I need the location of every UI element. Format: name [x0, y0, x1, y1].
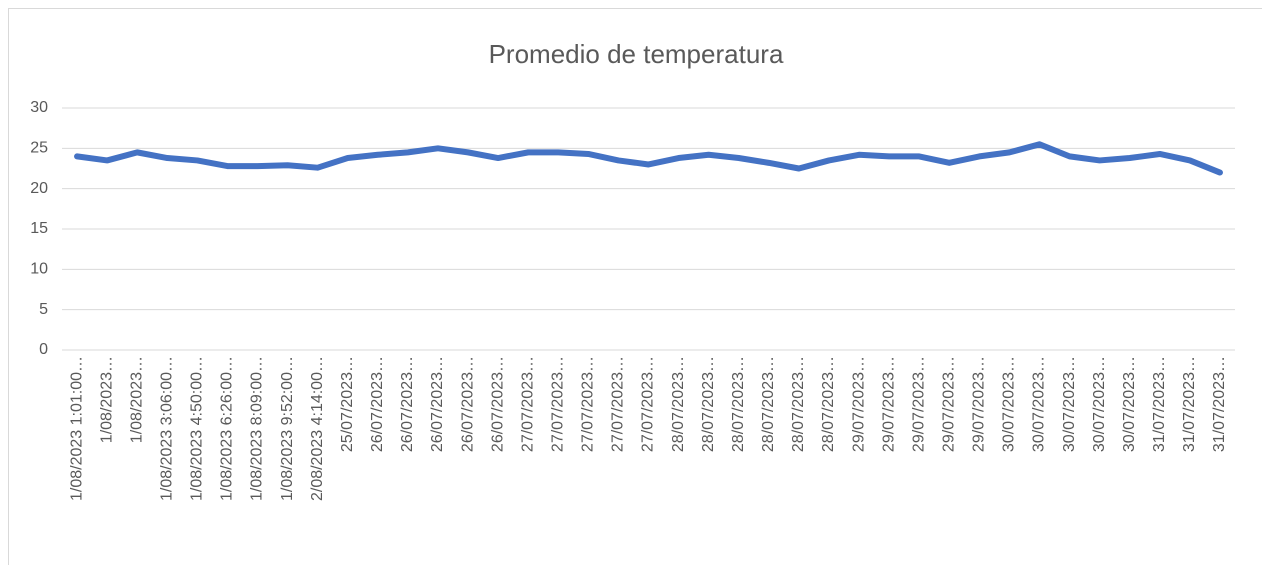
x-tick-label: 31/07/2023… — [1181, 356, 1198, 452]
x-tick-label: 30/07/2023… — [1121, 356, 1138, 452]
x-tick-label: 31/07/2023… — [1151, 356, 1168, 452]
x-tick-label: 29/07/2023… — [910, 356, 927, 452]
x-tick-label: 26/07/2023… — [459, 356, 476, 452]
x-tick-label: 1/08/2023 8:09:00… — [249, 356, 266, 501]
x-tick-label: 31/07/2023… — [1211, 356, 1228, 452]
y-tick-label: 10 — [30, 261, 48, 278]
x-tick-label: 1/08/2023… — [98, 356, 115, 443]
x-tick-label: 2/08/2023 4:14:00… — [309, 356, 326, 501]
x-tick-label: 1/08/2023 4:50:00… — [189, 356, 206, 501]
x-tick-label: 26/07/2023… — [429, 356, 446, 452]
x-tick-label: 29/07/2023… — [971, 356, 988, 452]
x-tick-label: 30/07/2023… — [1091, 356, 1108, 452]
x-tick-label: 28/07/2023… — [760, 356, 777, 452]
x-tick-label: 29/07/2023… — [940, 356, 957, 452]
x-tick-label: 1/08/2023 1:01:00… — [68, 356, 85, 501]
x-tick-label: 27/07/2023… — [549, 356, 566, 452]
chart-border — [8, 8, 1262, 565]
x-tick-label: 26/07/2023… — [399, 356, 416, 452]
x-tick-label: 30/07/2023… — [1001, 356, 1018, 452]
x-tick-label: 28/07/2023… — [730, 356, 747, 452]
x-tick-label: 28/07/2023… — [820, 356, 837, 452]
y-tick-label: 0 — [39, 341, 48, 358]
x-tick-label: 27/07/2023… — [580, 356, 597, 452]
x-tick-label: 29/07/2023… — [880, 356, 897, 452]
y-tick-label: 25 — [30, 140, 48, 157]
y-tick-label: 30 — [30, 99, 48, 116]
x-tick-label: 1/08/2023… — [128, 356, 145, 443]
x-tick-label: 27/07/2023… — [519, 356, 536, 452]
y-tick-label: 15 — [30, 220, 48, 237]
x-tick-label: 25/07/2023… — [339, 356, 356, 452]
x-tick-label: 26/07/2023… — [369, 356, 386, 452]
x-tick-label: 1/08/2023 3:06:00… — [158, 356, 175, 501]
y-tick-label: 20 — [30, 180, 48, 197]
x-tick-label: 28/07/2023… — [700, 356, 717, 452]
x-tick-label: 1/08/2023 9:52:00… — [279, 356, 296, 501]
x-tick-label: 1/08/2023 6:26:00… — [219, 356, 236, 501]
x-tick-label: 30/07/2023… — [1031, 356, 1048, 452]
chart-title: Promedio de temperatura — [489, 39, 784, 69]
y-tick-label: 5 — [39, 301, 48, 318]
x-tick-label: 27/07/2023… — [610, 356, 627, 452]
line-series — [74, 141, 1223, 176]
x-tick-label: 27/07/2023… — [640, 356, 657, 452]
x-tick-label: 26/07/2023… — [489, 356, 506, 452]
x-tick-label: 30/07/2023… — [1061, 356, 1078, 452]
x-tick-label: 29/07/2023… — [850, 356, 867, 452]
x-tick-label: 28/07/2023… — [790, 356, 807, 452]
x-tick-label: 28/07/2023… — [670, 356, 687, 452]
